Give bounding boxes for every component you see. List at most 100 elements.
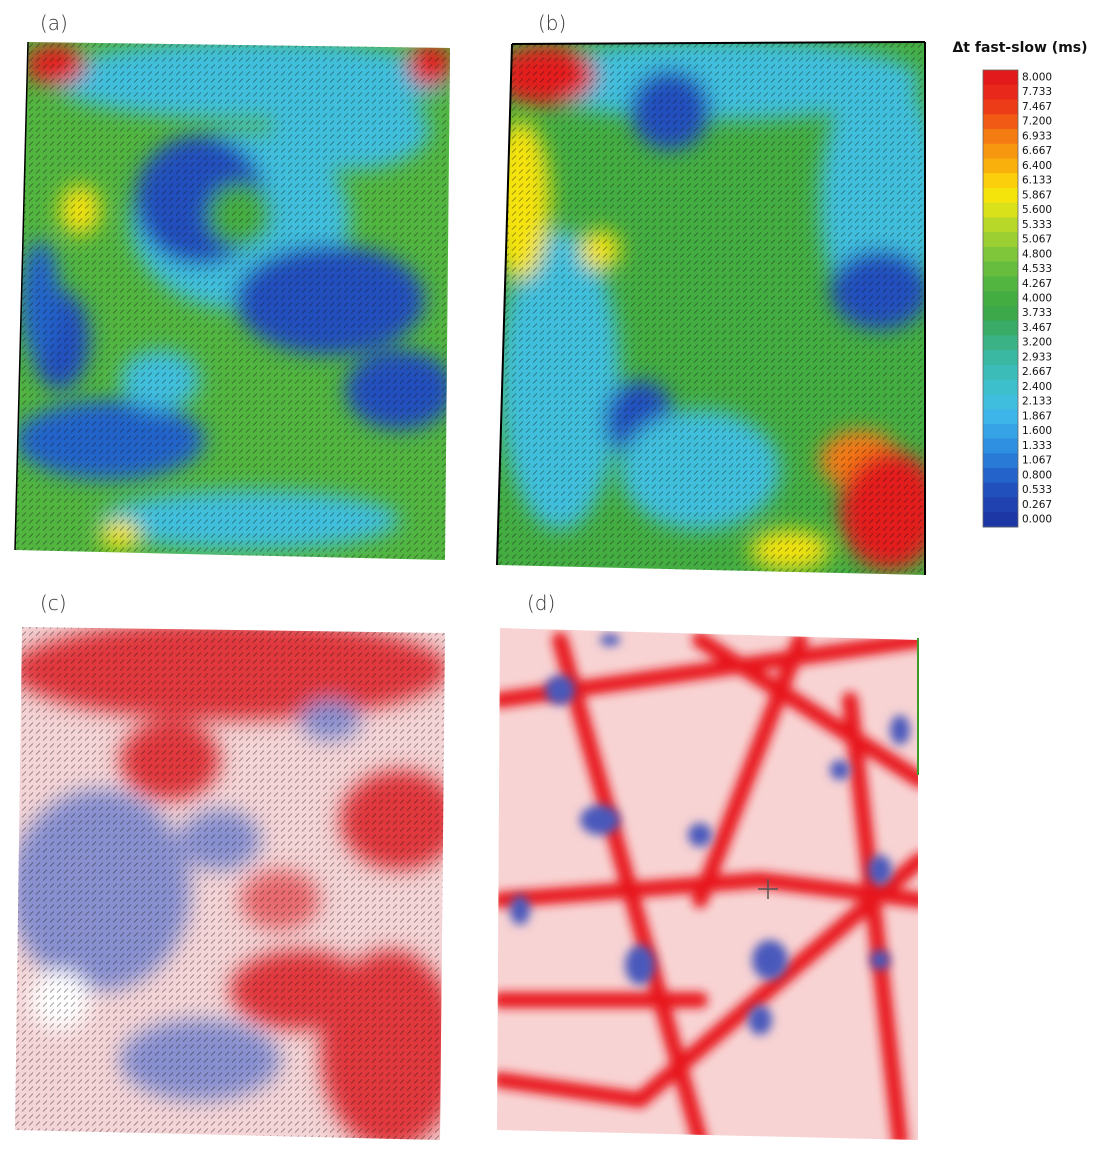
- map-border: [511, 41, 926, 45]
- colorbar-label: 2.400: [1022, 381, 1052, 393]
- colorbar-label: 7.200: [1022, 116, 1052, 128]
- panel-label: (a): [40, 11, 68, 35]
- map-region: [600, 634, 620, 646]
- map-region: [545, 675, 575, 705]
- colorbar-swatch: [983, 512, 1018, 528]
- colorbar-label: 5.867: [1022, 189, 1052, 201]
- colorbar-swatch: [983, 158, 1018, 174]
- colorbar-swatch: [983, 276, 1018, 292]
- colorbar-label: 5.600: [1022, 204, 1052, 216]
- map-region: [688, 823, 712, 847]
- map-region: [870, 950, 890, 970]
- lineament: [497, 872, 768, 908]
- colorbar-swatch: [983, 114, 1018, 130]
- colorbar-label: 1.333: [1022, 440, 1052, 452]
- map-spots: [510, 634, 910, 1035]
- colorbar-label: 0.000: [1022, 514, 1052, 526]
- panel-label: (b): [538, 11, 566, 35]
- colorbar-label: 1.067: [1022, 455, 1052, 467]
- colorbar-swatch: [983, 173, 1018, 189]
- lineament: [692, 632, 918, 788]
- colorbar-swatch: [983, 217, 1018, 233]
- colorbar-label: 8.000: [1022, 71, 1052, 83]
- colorbar-label: 6.667: [1022, 145, 1052, 157]
- map-region: [510, 895, 530, 925]
- colorbar-swatch: [983, 438, 1018, 454]
- colorbar-swatch: [983, 128, 1018, 145]
- colorbar-swatch: [983, 379, 1018, 395]
- colorbar-label: 2.667: [1022, 366, 1052, 378]
- colorbar-swatch: [983, 497, 1018, 513]
- map-border: [14, 41, 29, 551]
- colorbar-label: 3.467: [1022, 322, 1052, 334]
- colorbar-swatch: [983, 468, 1018, 484]
- colorbar-title: Δt fast-slow (ms): [952, 40, 1087, 56]
- map-region: [580, 805, 620, 835]
- map-border: [496, 43, 513, 566]
- colorbar-frame: [982, 69, 1019, 528]
- map-region: [752, 940, 788, 980]
- colorbar-swatch: [983, 350, 1018, 366]
- colorbar-label: 6.400: [1022, 160, 1052, 172]
- lineament: [497, 1072, 648, 1108]
- colorbar-swatch: [983, 70, 1018, 86]
- colorbar-label: 6.933: [1022, 130, 1052, 142]
- colorbar-swatch: [983, 335, 1018, 351]
- map-region: [748, 1005, 772, 1035]
- colorbar-swatch: [983, 453, 1018, 469]
- colorbar-label: 4.267: [1022, 278, 1052, 290]
- colorbar-swatch: [983, 202, 1018, 218]
- colorbar-swatch: [983, 482, 1018, 499]
- colorbar-swatch: [983, 99, 1018, 115]
- map-region: [830, 760, 850, 780]
- colorbar-label: 4.800: [1022, 248, 1052, 260]
- colorbar-swatch: [983, 246, 1018, 263]
- map-region: [868, 855, 892, 885]
- colorbar-label: 3.733: [1022, 307, 1052, 319]
- colorbar-swatch: [983, 364, 1018, 381]
- colorbar-swatch: [983, 261, 1018, 277]
- colorbar-label: 4.000: [1022, 293, 1052, 305]
- colorbar-label: 7.733: [1022, 86, 1052, 98]
- colorbar-swatch: [983, 291, 1018, 307]
- colorbar-label: 6.133: [1022, 175, 1052, 187]
- colorbar-label: 2.933: [1022, 351, 1052, 363]
- colorbar-label: 2.133: [1022, 396, 1052, 408]
- map-region: [625, 945, 655, 985]
- lineament: [842, 692, 908, 1140]
- colorbar: 8.000 7.733 7.467 7.200 6.933 6.667 6.400 6.133…: [982, 69, 1052, 528]
- map-region: [890, 715, 910, 745]
- colorbar-swatch: [983, 232, 1018, 248]
- lineament: [692, 632, 808, 908]
- colorbar-swatch: [983, 409, 1018, 425]
- colorbar-swatch: [983, 305, 1018, 322]
- colorbar-swatch: [983, 423, 1018, 440]
- colorbar-label: 4.533: [1022, 263, 1052, 275]
- colorbar-swatch: [983, 394, 1018, 410]
- panel-label: (d): [527, 591, 555, 615]
- colorbar-label: 5.333: [1022, 219, 1052, 231]
- colorbar-label: 1.600: [1022, 425, 1052, 437]
- colorbar-label: 0.267: [1022, 499, 1052, 511]
- colorbar-label: 5.067: [1022, 234, 1052, 246]
- colorbar-label: 0.800: [1022, 469, 1052, 481]
- colorbar-swatch: [983, 143, 1018, 159]
- colorbar-swatch: [983, 320, 1018, 336]
- colorbar-label: 0.533: [1022, 484, 1052, 496]
- map-lineaments: [497, 632, 918, 1140]
- colorbar-label: 3.200: [1022, 337, 1052, 349]
- panel-label: (c): [40, 591, 67, 615]
- colorbar-swatch: [983, 84, 1018, 100]
- colorbar-label: 7.467: [1022, 101, 1052, 113]
- lineament: [752, 872, 918, 908]
